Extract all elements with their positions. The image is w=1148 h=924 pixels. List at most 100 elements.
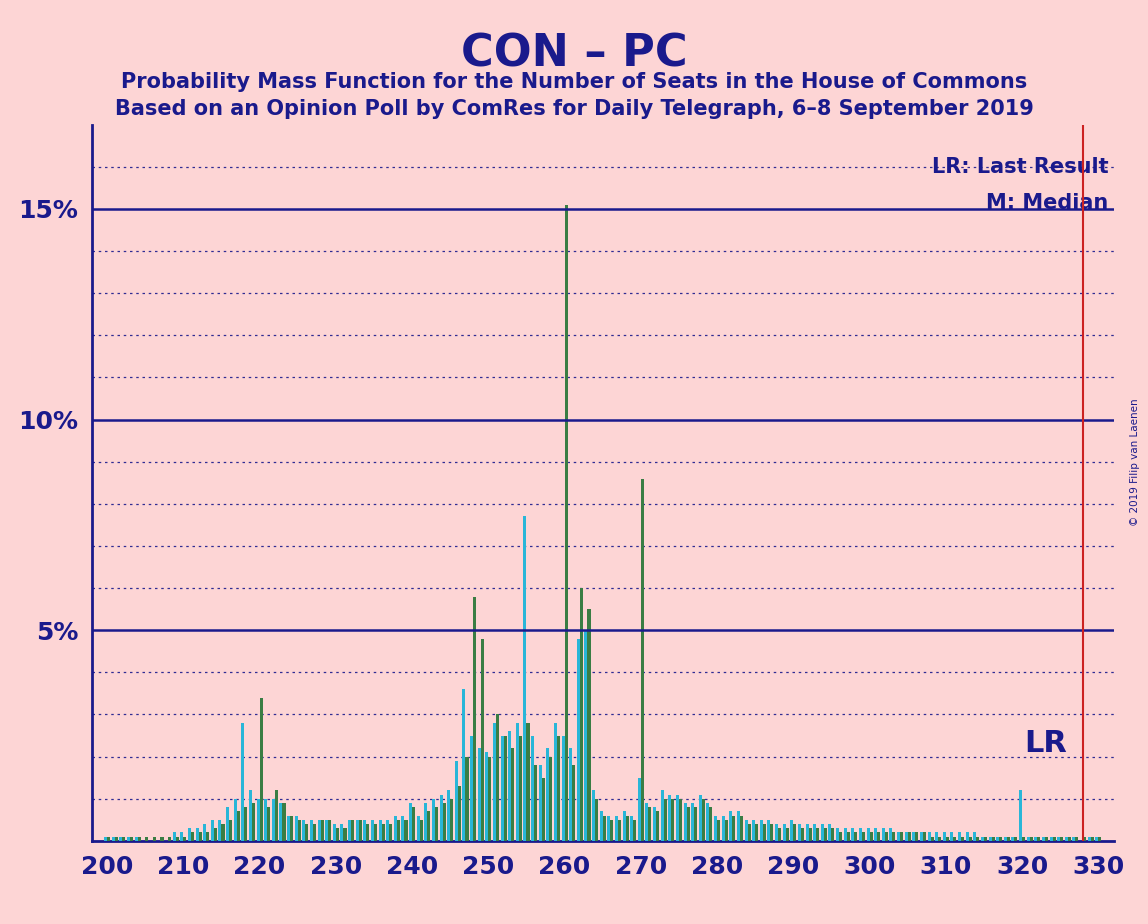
Bar — [762, 824, 766, 841]
Bar — [931, 836, 933, 841]
Bar — [1026, 836, 1030, 841]
Bar — [274, 790, 278, 841]
Bar — [668, 795, 672, 841]
Bar — [519, 736, 522, 841]
Bar — [770, 824, 774, 841]
Bar — [492, 723, 496, 841]
Bar — [913, 833, 915, 841]
Bar — [245, 808, 247, 841]
Bar — [1003, 836, 1007, 841]
Bar — [565, 205, 567, 841]
Bar — [199, 833, 202, 841]
Bar — [534, 765, 537, 841]
Bar — [389, 824, 393, 841]
Bar — [908, 833, 910, 841]
Bar — [969, 836, 971, 841]
Bar — [107, 836, 110, 841]
Bar — [718, 820, 720, 841]
Bar — [954, 836, 956, 841]
Bar — [946, 836, 949, 841]
Bar — [130, 836, 133, 841]
Bar — [588, 609, 590, 841]
Bar — [767, 820, 770, 841]
Bar — [813, 824, 816, 841]
Bar — [867, 828, 869, 841]
Bar — [854, 833, 858, 841]
Bar — [630, 816, 634, 841]
Bar — [1099, 836, 1101, 841]
Bar — [798, 824, 801, 841]
Bar — [915, 833, 918, 841]
Bar — [203, 824, 207, 841]
Bar — [938, 836, 941, 841]
Bar — [923, 833, 926, 841]
Bar — [458, 786, 460, 841]
Bar — [722, 816, 724, 841]
Bar — [538, 765, 542, 841]
Bar — [532, 736, 534, 841]
Bar — [371, 820, 374, 841]
Bar — [448, 790, 450, 841]
Bar — [638, 778, 641, 841]
Bar — [488, 757, 491, 841]
Bar — [852, 828, 854, 841]
Bar — [496, 714, 499, 841]
Bar — [153, 836, 156, 841]
Bar — [302, 820, 305, 841]
Bar — [775, 824, 778, 841]
Bar — [279, 803, 282, 841]
Bar — [404, 820, 408, 841]
Bar — [874, 828, 877, 841]
Bar — [412, 808, 416, 841]
Bar — [465, 757, 468, 841]
Bar — [1030, 836, 1033, 841]
Bar — [760, 820, 762, 841]
Bar — [783, 824, 785, 841]
Bar — [504, 736, 506, 841]
Bar — [892, 833, 895, 841]
Bar — [320, 820, 324, 841]
Bar — [251, 803, 255, 841]
Bar — [267, 808, 270, 841]
Bar — [595, 798, 598, 841]
Bar — [222, 824, 225, 841]
Bar — [928, 833, 931, 841]
Bar — [649, 808, 652, 841]
Bar — [176, 836, 179, 841]
Bar — [1053, 836, 1056, 841]
Bar — [463, 689, 465, 841]
Bar — [626, 816, 629, 841]
Bar — [683, 803, 687, 841]
Bar — [959, 833, 961, 841]
Bar — [348, 820, 351, 841]
Bar — [435, 808, 439, 841]
Bar — [729, 811, 732, 841]
Bar — [1083, 836, 1086, 841]
Bar — [420, 820, 422, 841]
Bar — [290, 816, 293, 841]
Bar — [980, 836, 984, 841]
Bar — [920, 833, 923, 841]
Bar — [234, 798, 236, 841]
Bar — [824, 828, 827, 841]
Bar — [473, 597, 476, 841]
Bar — [1015, 836, 1017, 841]
Bar — [897, 833, 900, 841]
Bar — [885, 833, 887, 841]
Bar — [553, 723, 557, 841]
Bar — [839, 833, 843, 841]
Bar — [592, 790, 595, 841]
Bar — [115, 836, 118, 841]
Bar — [611, 820, 613, 841]
Bar — [1064, 836, 1068, 841]
Bar — [546, 748, 550, 841]
Bar — [1038, 836, 1040, 841]
Bar — [328, 820, 332, 841]
Bar — [509, 731, 511, 841]
Bar — [432, 798, 435, 841]
Bar — [527, 723, 529, 841]
Bar — [523, 517, 527, 841]
Bar — [829, 824, 831, 841]
Bar — [374, 824, 377, 841]
Bar — [297, 820, 301, 841]
